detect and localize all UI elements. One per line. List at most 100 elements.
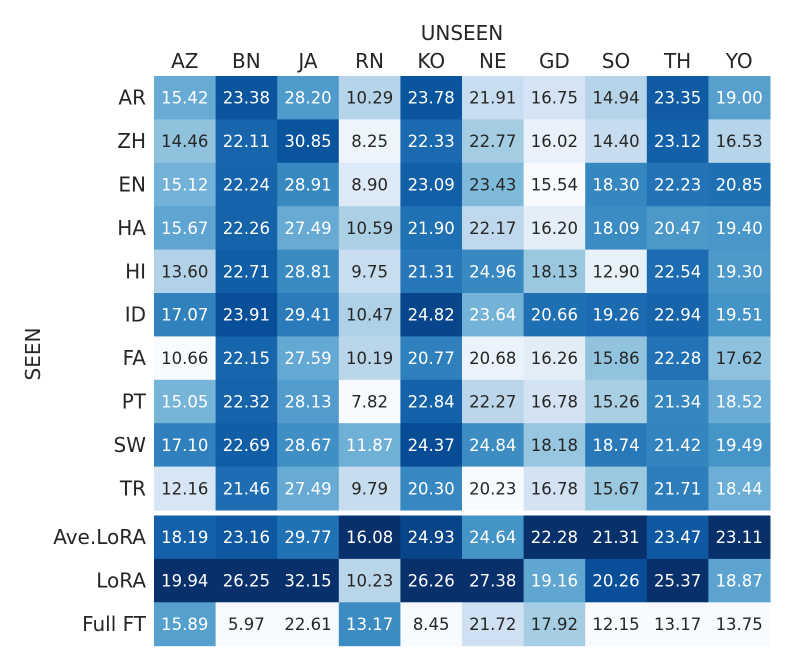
heatmap-cell [523,558,586,603]
heatmap-cell [338,336,401,381]
heatmap-cell [400,162,463,207]
heatmap-cell [462,466,525,511]
cell-value-label: 18.44 [716,479,763,498]
row-tick-label: FA [123,346,147,370]
heatmap-cell [400,249,463,294]
cell-value-label: 20.68 [469,349,516,368]
cell-value-label: 22.15 [223,349,270,368]
cell-value-label: 19.00 [716,89,763,108]
heatmap-cell [277,206,340,251]
cell-value-label: 18.19 [161,528,208,547]
heatmap-cell [585,293,648,337]
heatmap-cell [462,558,525,603]
column-tick-label: KO [417,49,445,73]
heatmap-cell [154,602,217,647]
heatmap-cell [646,119,709,164]
cell-value-label: 16.53 [716,132,763,151]
heatmap-cell [154,206,217,251]
cell-value-label: 27.49 [284,479,331,498]
cell-value-label: 15.42 [161,89,208,108]
heatmap-cell [585,379,648,424]
row-tick-label: HA [117,216,146,240]
heatmap-cell [462,293,525,337]
y-axis-title: SEEN [21,328,45,381]
cell-value-label: 26.25 [223,572,270,591]
heatmap-cell [338,423,401,468]
cell-value-label: 29.77 [284,528,331,547]
cell-value-label: 24.84 [469,436,516,455]
heatmap-cell [585,558,648,603]
heatmap-cell [154,249,217,294]
heatmap-cell [215,293,278,337]
cell-value-label: 19.49 [716,436,763,455]
cell-value-label: 16.08 [346,528,393,547]
cell-value-label: 15.12 [161,176,208,195]
heatmap-cell [154,162,217,207]
cell-value-label: 26.26 [408,572,455,591]
cell-value-label: 21.42 [654,436,701,455]
cell-value-label: 12.15 [592,615,639,634]
cell-value-label: 21.71 [654,479,701,498]
heatmap-cell [462,515,525,560]
cell-value-label: 14.46 [161,132,208,151]
cell-value-label: 9.79 [351,479,388,498]
column-tick-label: SO [602,49,630,73]
heatmap-cell [277,423,340,468]
cell-value-label: 12.16 [161,479,208,498]
heatmap-cell [400,336,463,381]
column-tick-label: RN [355,49,384,73]
heatmap-cell [154,336,217,381]
x-axis-title: UNSEEN [421,21,504,45]
heatmap-cell [462,162,525,207]
heatmap-cell [462,379,525,424]
heatmap-cell [154,293,217,337]
cell-value-label: 17.92 [531,615,578,634]
heatmap-cell [400,558,463,603]
heatmap-cell [646,162,709,207]
cell-value-label: 23.64 [469,306,516,325]
cell-value-label: 16.78 [531,479,578,498]
cell-value-label: 22.28 [531,528,578,547]
heatmap-cell [338,379,401,424]
cell-value-label: 22.11 [223,132,270,151]
cell-value-label: 18.09 [592,219,639,238]
heatmap-cell [646,515,709,560]
cell-value-label: 14.40 [592,132,639,151]
heatmap-cell [523,293,586,337]
heatmap-cell [277,379,340,424]
heatmap-cell [708,515,771,560]
row-tick-label: ID [125,303,146,327]
heatmap-cell [277,466,340,511]
heatmap-cell [338,602,401,647]
heatmap-cell [585,423,648,468]
heatmap-cell [585,206,648,251]
cell-value-label: 19.26 [592,306,639,325]
cell-value-label: 13.17 [654,615,701,634]
heatmap-cell [708,119,771,164]
cell-value-label: 9.75 [351,262,388,281]
heatmap-cell [523,162,586,207]
heatmap-cell [400,293,463,337]
heatmap-cell [277,515,340,560]
column-tick-label: NE [479,49,507,73]
cell-value-label: 18.87 [716,572,763,591]
cell-value-label: 22.33 [408,132,455,151]
heatmap-cell [338,206,401,251]
cell-value-label: 19.40 [716,219,763,238]
cell-value-label: 15.67 [161,219,208,238]
row-tick-label: PT [122,390,147,414]
heatmap-cell [277,336,340,381]
heatmap-cell [708,249,771,294]
cell-value-label: 21.72 [469,615,516,634]
heatmap-cell [154,76,217,120]
cell-value-label: 22.54 [654,262,701,281]
heatmap-cell [277,119,340,164]
cell-value-label: 22.17 [469,219,516,238]
cell-value-label: 10.19 [346,349,393,368]
cell-value-label: 23.35 [654,89,701,108]
heatmap-cell [277,602,340,647]
cell-value-label: 8.90 [351,176,388,195]
cell-value-label: 17.07 [161,306,208,325]
cell-value-label: 18.13 [531,262,578,281]
cell-value-label: 24.93 [408,528,455,547]
